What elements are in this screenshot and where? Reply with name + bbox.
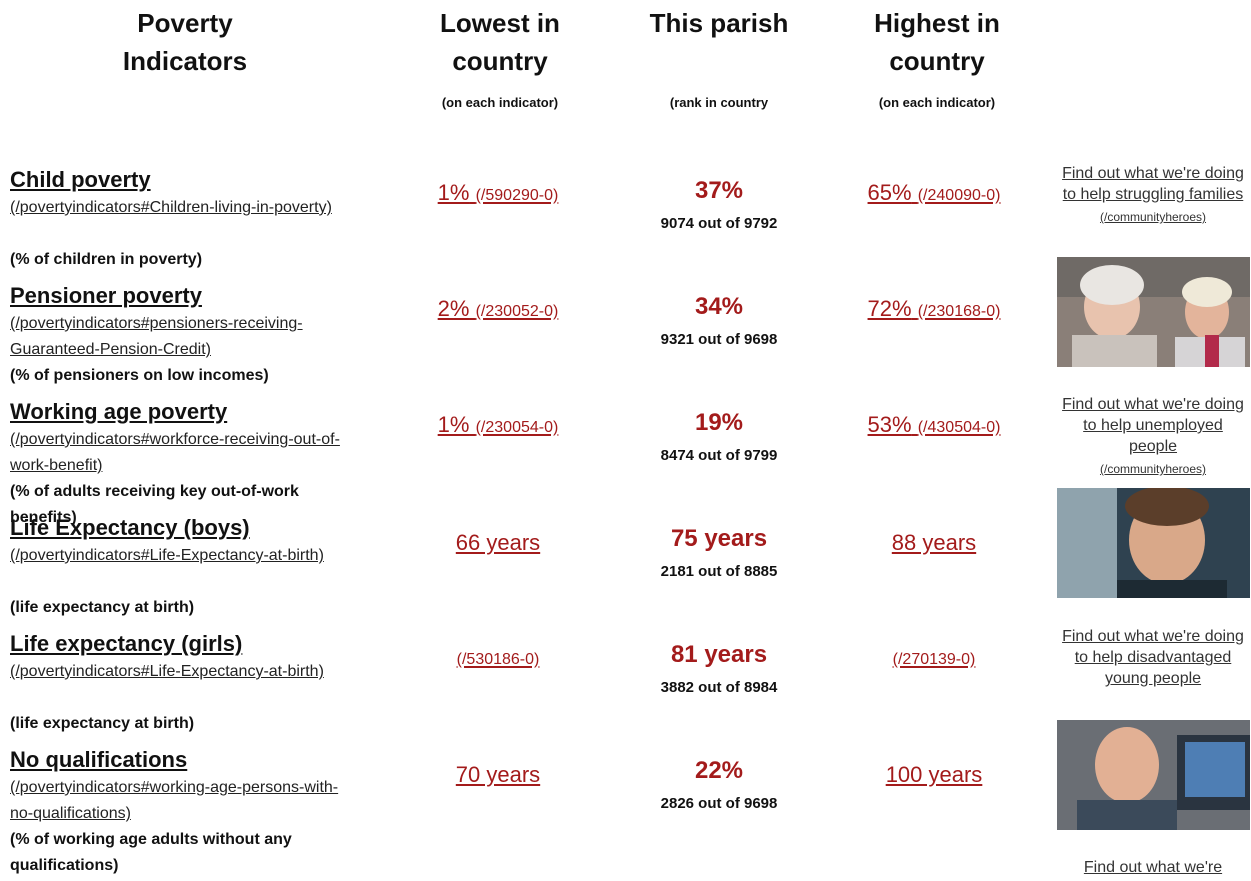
highest-link[interactable]: (/270139-0) xyxy=(893,651,976,668)
indicator-name[interactable]: Working age poverty xyxy=(10,398,227,426)
indicator-name[interactable]: Life expectancy (girls) xyxy=(10,630,242,658)
promo-text[interactable]: Find out what we're doing to help unempl… xyxy=(1062,396,1244,455)
lowest-text[interactable]: 70 years xyxy=(456,762,540,787)
lowest-link[interactable]: (/230054-0) xyxy=(476,419,559,436)
highest-link[interactable]: (/230168-0) xyxy=(918,303,1001,320)
column-header: Highest in country xyxy=(837,4,1037,80)
indicator-link[interactable]: (/povertyindicators#pensioners-receiving… xyxy=(10,311,360,363)
lowest-text[interactable]: 1% xyxy=(438,412,470,437)
parish-rank: 2826 out of 9698 xyxy=(569,795,869,812)
promo-text[interactable]: Find out what we're doing to help disadv… xyxy=(1062,628,1244,687)
lowest-link[interactable]: (/530186-0) xyxy=(457,651,540,668)
photo-man-laptop xyxy=(1057,720,1250,830)
indicator-link[interactable]: (/povertyindicators#working-age-persons-… xyxy=(10,775,360,827)
column-note: (on each indicator) xyxy=(837,95,1037,110)
column-note: (rank in country xyxy=(619,95,819,110)
indicator-description: (% of pensioners on low incomes) xyxy=(10,363,360,389)
indicator-description: (life expectancy at birth) xyxy=(10,711,360,737)
promo-link[interactable]: (/communityheroes) xyxy=(1058,207,1248,228)
lowest-link[interactable]: (/590290-0) xyxy=(476,187,559,204)
indicator-link[interactable]: (/povertyindicators#workforce-receiving-… xyxy=(10,427,360,479)
parish-value: 75 years xyxy=(569,525,869,553)
parish-value: 22% xyxy=(569,757,869,785)
indicator-description: (life expectancy at birth) xyxy=(10,595,360,621)
parish-value: 19% xyxy=(569,409,869,437)
column-note: (on each indicator) xyxy=(400,95,600,110)
parish-rank: 3882 out of 8984 xyxy=(569,679,869,696)
highest-link[interactable]: (/430504-0) xyxy=(918,419,1001,436)
lowest-text[interactable]: 2% xyxy=(438,296,470,321)
highest-text[interactable]: 88 years xyxy=(892,530,976,555)
indicator-description: (% of children in poverty) xyxy=(10,247,360,273)
parish-value: 34% xyxy=(569,293,869,321)
promo[interactable]: Find out what we're doing to help disadv… xyxy=(1058,626,1248,689)
promo-text[interactable]: Find out what we're xyxy=(1084,859,1222,876)
highest-text[interactable]: 53% xyxy=(868,412,912,437)
indicator-name[interactable]: Life Expectancy (boys) xyxy=(10,514,250,542)
indicator-name[interactable]: Pensioner poverty xyxy=(10,282,202,310)
promo[interactable]: Find out what we're xyxy=(1058,857,1248,878)
body: Poverty Indicators Lowest in country Thi… xyxy=(0,0,1251,881)
photo-young-man xyxy=(1057,488,1250,598)
highest-text[interactable]: 65% xyxy=(868,180,912,205)
lowest-link[interactable]: (/230052-0) xyxy=(476,303,559,320)
photo-pensioners xyxy=(1057,257,1250,367)
parish-rank: 2181 out of 8885 xyxy=(569,563,869,580)
indicator-name[interactable]: No qualifications xyxy=(10,746,187,774)
parish-rank: 8474 out of 9799 xyxy=(569,447,869,464)
indicator-name[interactable]: Child poverty xyxy=(10,166,151,194)
page: Poverty Indicators {"header": {"columns"… xyxy=(0,0,1251,881)
indicator-link[interactable]: (/povertyindicators#Life-Expectancy-at-b… xyxy=(10,659,360,685)
promo-text[interactable]: Find out what we're doing to help strugg… xyxy=(1062,165,1244,203)
lowest-text[interactable]: 66 years xyxy=(456,530,540,555)
column-header: Poverty Indicators xyxy=(85,4,285,80)
indicator-description: (% of working age adults without any qua… xyxy=(10,827,360,879)
lowest-text[interactable]: 1% xyxy=(438,180,470,205)
parish-rank: 9074 out of 9792 xyxy=(569,215,869,232)
indicator-link[interactable]: (/povertyindicators#Children-living-in-p… xyxy=(10,195,360,221)
highest-text[interactable]: 72% xyxy=(868,296,912,321)
indicator-link[interactable]: (/povertyindicators#Life-Expectancy-at-b… xyxy=(10,543,360,569)
promo-link[interactable]: (/communityheroes) xyxy=(1058,459,1248,480)
parish-value: 37% xyxy=(569,177,869,205)
parish-value: 81 years xyxy=(569,641,869,669)
indicator-table: Poverty Indicators Lowest in country Thi… xyxy=(0,0,1251,881)
column-header: This parish xyxy=(619,4,819,42)
highest-link[interactable]: (/240090-0) xyxy=(918,187,1001,204)
promo[interactable]: Find out what we're doing to help unempl… xyxy=(1058,394,1248,480)
column-header: Lowest in country xyxy=(400,4,600,80)
highest-text[interactable]: 100 years xyxy=(886,762,983,787)
parish-rank: 9321 out of 9698 xyxy=(569,331,869,348)
promo[interactable]: Find out what we're doing to help strugg… xyxy=(1058,163,1248,228)
